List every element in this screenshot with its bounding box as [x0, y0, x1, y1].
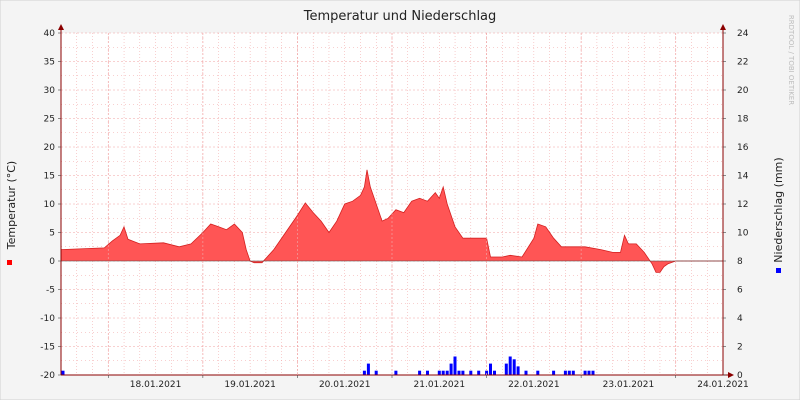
- precipitation-bar: [362, 370, 366, 375]
- precipitation-bar: [453, 356, 457, 375]
- y-tick-label: 10: [44, 200, 56, 210]
- precipitation-bar: [504, 363, 508, 375]
- y2-tick-label: 24: [737, 29, 749, 39]
- y-tick-label: 30: [44, 86, 56, 96]
- precipitation-bar: [489, 363, 492, 375]
- plot-area: 4035302520151050-5-10-15-202422201816141…: [40, 24, 749, 390]
- precipitation-bar: [441, 370, 445, 375]
- y2-tick-label: 12: [737, 200, 748, 210]
- precipitation-bar: [524, 370, 528, 375]
- y2-tick-label: 18: [737, 115, 749, 125]
- y-axis-label: Temperatur (°C): [5, 161, 18, 250]
- precipitation-bar: [61, 370, 65, 375]
- y2-tick-label: 6: [737, 286, 743, 296]
- precipitation-bar: [418, 370, 422, 375]
- precipitation-bar: [426, 370, 429, 375]
- y-tick-label: 40: [44, 29, 56, 39]
- precipitation-bar: [394, 370, 398, 375]
- y-tick-label: -15: [40, 343, 55, 353]
- x-tick-label: 18.01.2021: [130, 380, 182, 390]
- precipitation-bar: [591, 370, 595, 375]
- y-tick-label: 0: [49, 257, 55, 267]
- x-tick-label: 23.01.2021: [603, 380, 655, 390]
- precipitation-bar: [516, 366, 520, 375]
- y-tick-label: 35: [44, 58, 55, 68]
- x-tick-label: 24.01.2021: [697, 380, 749, 390]
- y-axis-arrow: [58, 24, 64, 30]
- y2-tick-label: 8: [737, 257, 743, 267]
- precipitation-bar: [449, 363, 453, 375]
- y2-tick-label: 16: [737, 143, 749, 153]
- precipitation-bar: [457, 370, 461, 375]
- precipitation-bar: [508, 356, 512, 375]
- y2-tick-label: 2: [737, 343, 743, 353]
- y-tick-label: 25: [44, 115, 55, 125]
- y-tick-label: -20: [40, 371, 55, 381]
- precipitation-bar: [571, 370, 575, 375]
- precipitation-bar: [477, 370, 481, 375]
- precipitation-bar: [583, 370, 587, 375]
- precipitation-bar: [374, 370, 378, 375]
- x-tick-label: 20.01.2021: [319, 380, 371, 390]
- precipitation-bar: [552, 370, 556, 375]
- precipitation-bar: [493, 370, 496, 375]
- y2-tick-label: 22: [737, 58, 748, 68]
- precipitation-bar: [461, 370, 465, 375]
- y-tick-label: -10: [40, 314, 55, 324]
- y2-axis-label: Niederschlag (mm): [772, 157, 785, 262]
- temperature-legend-marker: [7, 260, 12, 265]
- precipitation-bar: [366, 363, 370, 375]
- y2-tick-label: 10: [737, 229, 749, 239]
- y2-tick-label: 0: [737, 371, 743, 381]
- y2-tick-label: 4: [737, 314, 743, 324]
- precipitation-legend-marker: [776, 268, 781, 273]
- precipitation-bar: [567, 370, 571, 375]
- precipitation-bar: [512, 359, 516, 375]
- precipitation-bar: [445, 370, 449, 375]
- chart-title: Temperatur und Niederschlag: [303, 9, 497, 24]
- watermark: RRDTOOL / TOBI OETIKER: [787, 15, 795, 105]
- x-tick-label: 21.01.2021: [414, 380, 466, 390]
- y2-tick-label: 20: [737, 86, 749, 96]
- precipitation-bar: [485, 370, 489, 375]
- y-tick-label: -5: [46, 286, 55, 296]
- precipitation-bar: [563, 370, 567, 375]
- precipitation-bar: [469, 370, 473, 375]
- y-tick-label: 5: [49, 229, 55, 239]
- temperature-line: [60, 169, 723, 273]
- x-axis-arrow: [728, 372, 734, 378]
- y2-tick-label: 14: [737, 172, 749, 182]
- precipitation-bar: [536, 370, 540, 375]
- precipitation-bar: [437, 370, 441, 375]
- y-tick-label: 20: [44, 143, 56, 153]
- y2-axis-arrow: [720, 24, 726, 30]
- x-tick-label: 22.01.2021: [508, 380, 560, 390]
- y-tick-label: 15: [44, 172, 55, 182]
- x-tick-label: 19.01.2021: [224, 380, 276, 390]
- precipitation-bar: [587, 370, 591, 375]
